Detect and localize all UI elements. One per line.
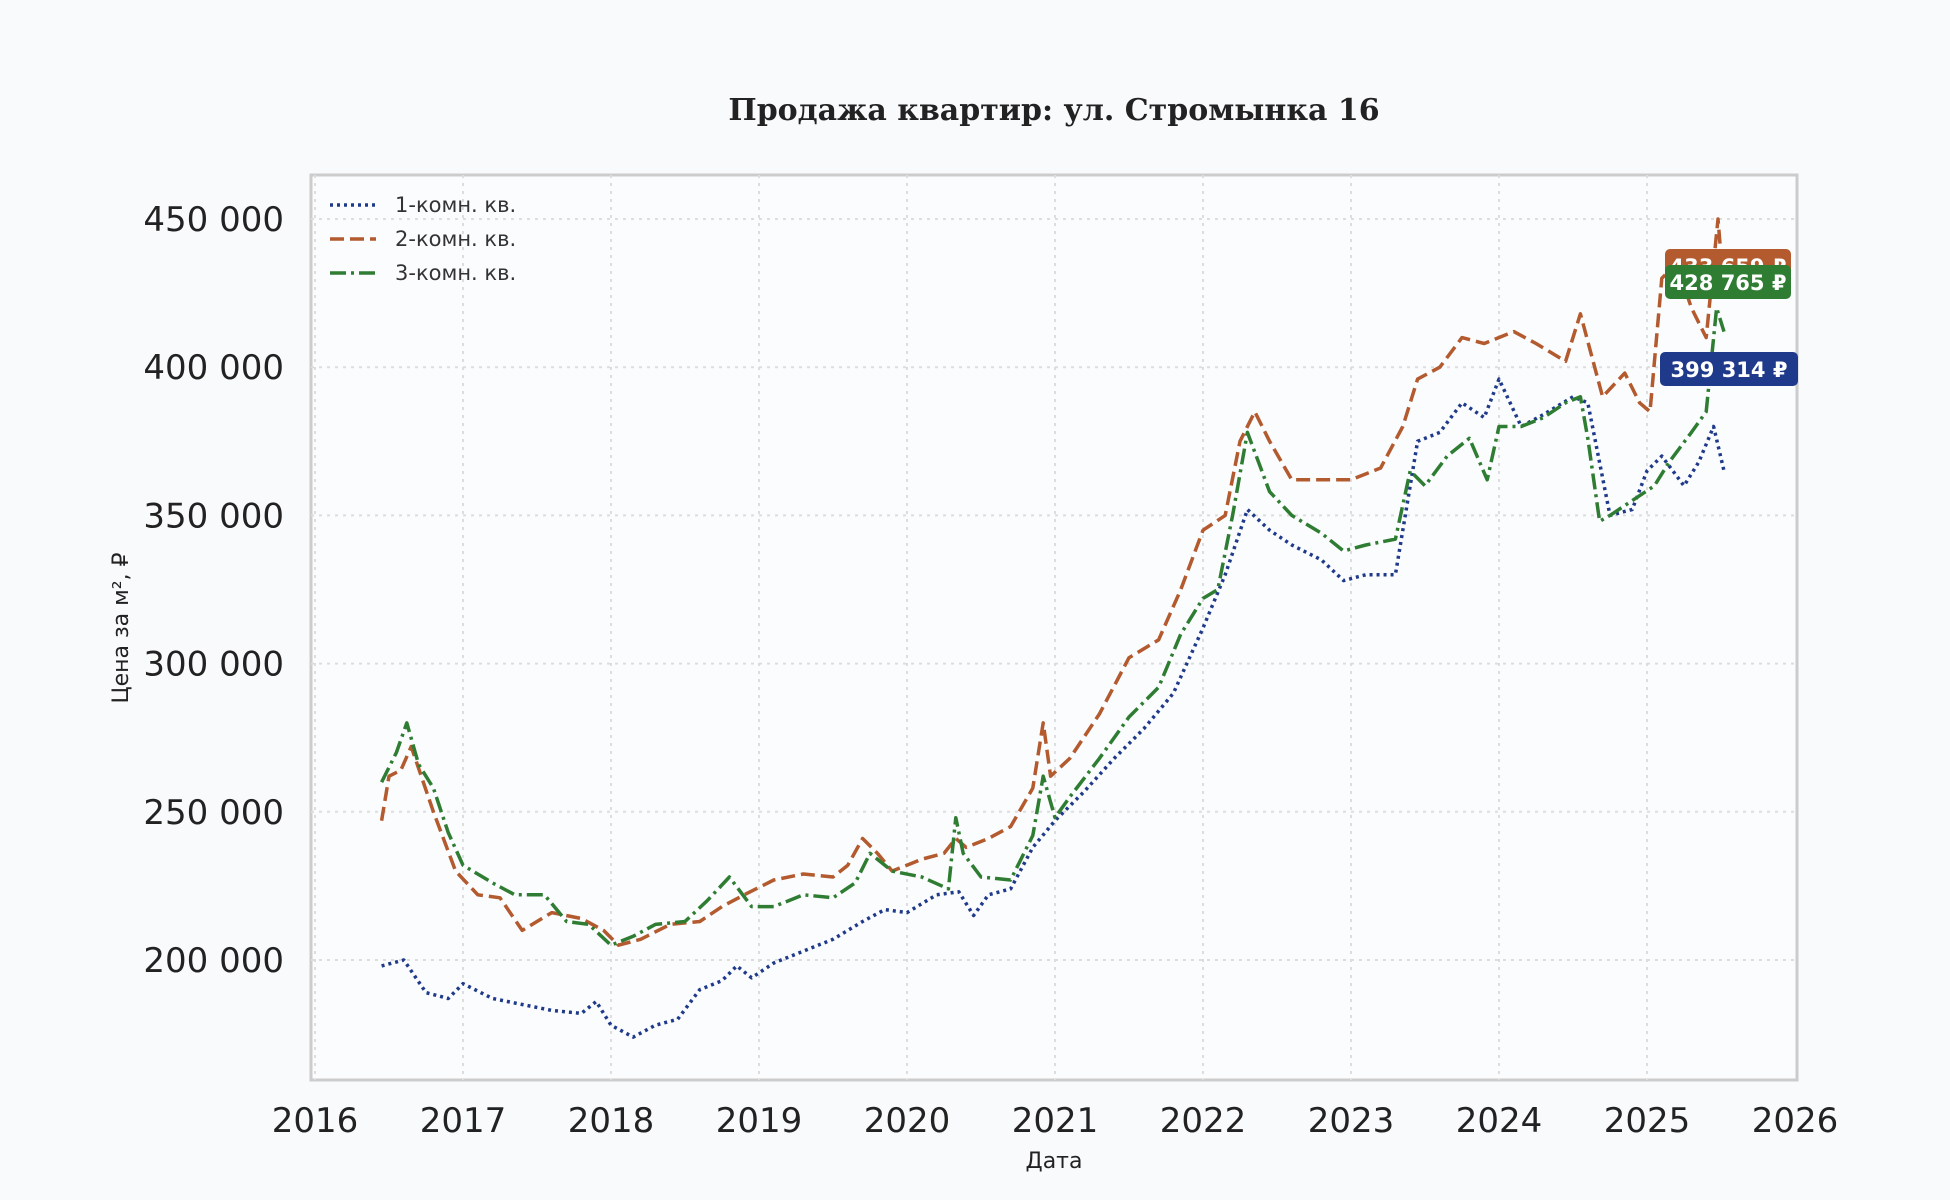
x-tick-label: 2018	[568, 1101, 655, 1141]
x-axis-label: Дата	[1026, 1149, 1083, 1174]
legend-label: 1-комн. кв.	[395, 193, 516, 217]
y-tick-label: 200 000	[143, 941, 284, 981]
y-tick-label: 250 000	[143, 793, 284, 833]
last-value-badge	[1665, 265, 1791, 299]
legend-label: 2-комн. кв.	[395, 227, 516, 251]
last-value-label: 399 314 ₽	[1671, 358, 1788, 382]
x-tick-label: 2022	[1160, 1101, 1247, 1141]
x-tick-label: 2026	[1752, 1101, 1839, 1141]
x-tick-label: 2025	[1604, 1101, 1691, 1141]
legend: 1-комн. кв. 2-комн. кв. 3-комн. кв.	[330, 193, 516, 285]
series-lines	[379, 217, 1726, 1039]
y-tick-label: 400 000	[143, 348, 284, 388]
y-axis-label: Цена за м², ₽	[109, 552, 134, 703]
x-tick-label: 2019	[716, 1101, 803, 1141]
y-tick-label: 300 000	[143, 645, 284, 685]
x-tick-label: 2024	[1456, 1101, 1543, 1141]
last-value-badges: 433 659 ₽428 765 ₽399 314 ₽	[1660, 249, 1798, 386]
series-line-3	[380, 306, 1726, 947]
x-tick-label: 2017	[420, 1101, 507, 1141]
legend-label: 3-комн. кв.	[395, 261, 516, 285]
x-tick-label: 2020	[864, 1101, 951, 1141]
chart-title: Продажа квартир: ул. Стромынка 16	[728, 93, 1379, 128]
y-tick-labels: 200 000 250 000 300 000 350 000 400 000 450 0…	[143, 200, 284, 981]
grid	[311, 175, 1797, 1080]
y-tick-label: 350 000	[143, 496, 284, 536]
x-tick-label: 2021	[1012, 1101, 1099, 1141]
y-tick-label: 450 000	[143, 200, 284, 240]
x-tick-label: 2016	[272, 1101, 359, 1141]
last-value-badge	[1660, 352, 1798, 386]
x-tick-labels: 2016 2017 2018 2019 2020 2021 2022 2023 2024 2025…	[272, 1101, 1839, 1141]
last-value-label: 428 765 ₽	[1670, 271, 1787, 295]
series-line-2	[379, 217, 1726, 947]
x-tick-label: 2023	[1308, 1101, 1395, 1141]
